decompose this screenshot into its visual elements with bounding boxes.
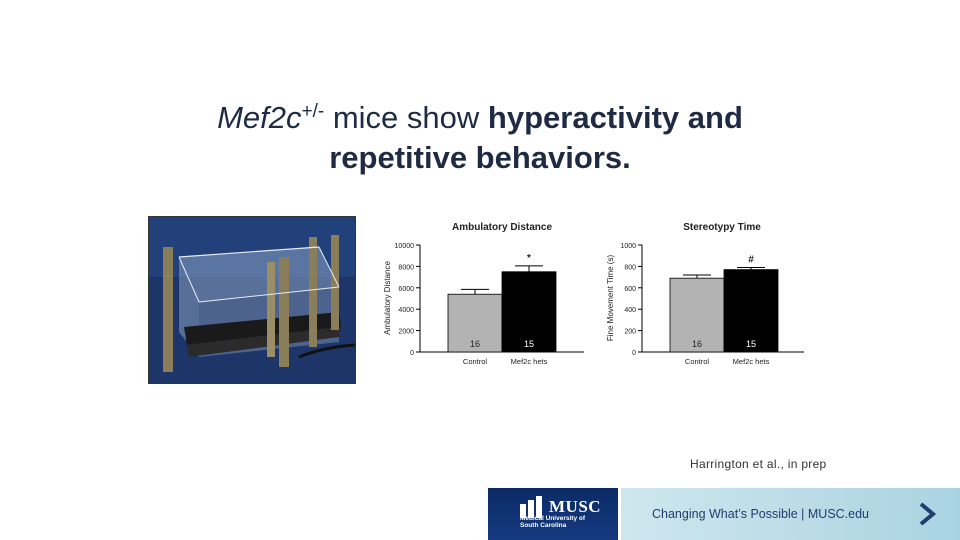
musc-logo-subtitle: Medical University of South Carolina [520,515,586,529]
y-tick-label: 2000 [398,329,414,336]
footer-tagline: Changing What’s Possible | MUSC.edu [652,507,870,521]
n-label: 16 [692,339,702,349]
y-axis-label: Ambulatory Distance [383,261,392,335]
title-genotype: +/- [301,101,325,122]
title-bold-1: hyperactivity and [487,100,743,135]
footer-logo-panel [488,488,618,540]
n-label: 15 [524,339,534,349]
title-line-2: repetitive behaviors. [180,138,780,178]
n-label: 15 [746,339,756,349]
chart-title: Ambulatory Distance [452,222,552,233]
significance-marker: * [527,253,531,264]
citation: Harrington et al., in prep [690,457,827,471]
title-plain-text: mice show [324,100,488,135]
significance-marker: # [748,254,754,265]
musc-building-icon [520,496,542,518]
y-axis-label: Fine Movement Time (s) [606,255,615,342]
y-tick-label: 8000 [398,264,414,271]
y-tick-label: 0 [632,350,636,357]
y-tick-label: 0 [410,350,414,357]
bar-2 [501,271,557,353]
chart-title: Stereotypy Time [683,222,761,233]
category-label: Mef2c hets [511,357,548,366]
y-tick-label: 400 [624,307,636,314]
ambulatory-distance-chart: Ambulatory Distance Ambulatory Distance … [383,222,584,366]
footer-tagline-panel [621,488,960,540]
y-tick-label: 6000 [398,286,414,293]
stereotypy-time-chart: Stereotypy Time Fine Movement Time (s) 0… [606,222,804,366]
musc-logo-text: MUSC [549,497,602,516]
bar-1 [447,293,503,353]
activity-chamber-photo [148,216,356,384]
category-label: Mef2c hets [733,357,770,366]
title-line-1: Mef2c+/- mice show hyperactivity and [180,98,780,138]
title-bold-2: repetitive behaviors. [329,140,631,175]
category-label: Control [685,357,710,366]
slide-title: Mef2c+/- mice show hyperactivity and rep… [180,98,780,178]
n-label: 16 [470,339,480,349]
chevron-right-icon[interactable] [918,502,936,526]
bar-1 [669,277,725,353]
y-tick-label: 600 [624,286,636,293]
y-tick-label: 200 [624,329,636,336]
y-tick-label: 4000 [398,307,414,314]
y-tick-label: 10000 [395,243,415,250]
y-tick-label: 800 [624,264,636,271]
chamber-illustration [149,217,355,383]
title-gene: Mef2c [217,100,302,135]
y-tick-label: 1000 [620,243,636,250]
bar-2 [723,269,779,353]
category-label: Control [463,357,488,366]
